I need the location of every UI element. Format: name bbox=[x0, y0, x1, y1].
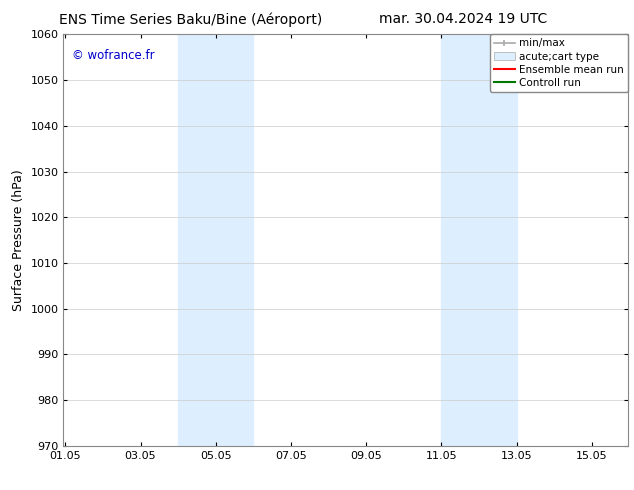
Text: © wofrance.fr: © wofrance.fr bbox=[72, 49, 155, 62]
Text: ENS Time Series Baku/Bine (Aéroport): ENS Time Series Baku/Bine (Aéroport) bbox=[58, 12, 322, 27]
Legend: min/max, acute;cart type, Ensemble mean run, Controll run: min/max, acute;cart type, Ensemble mean … bbox=[489, 34, 628, 92]
Bar bbox=[441, 34, 517, 446]
Y-axis label: Surface Pressure (hPa): Surface Pressure (hPa) bbox=[12, 169, 25, 311]
Text: mar. 30.04.2024 19 UTC: mar. 30.04.2024 19 UTC bbox=[378, 12, 547, 26]
Bar bbox=[178, 34, 254, 446]
